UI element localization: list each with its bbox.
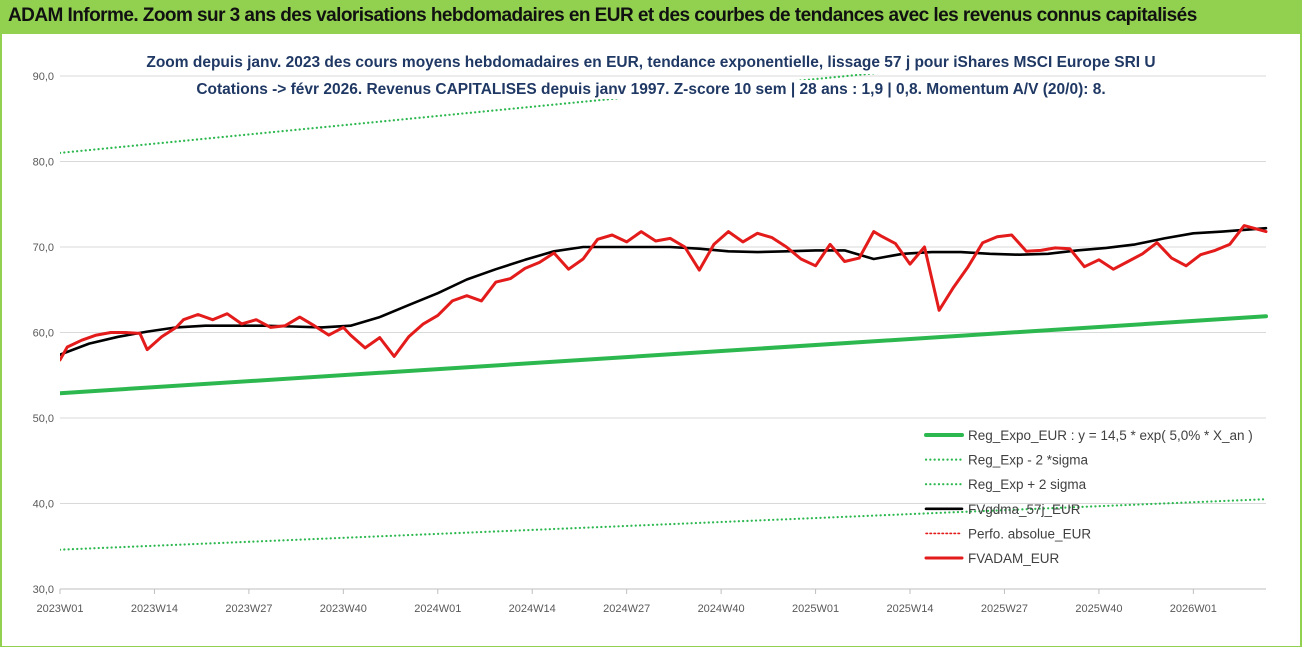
subtitle-background: [192, 80, 1110, 99]
legend-label: Reg_Exp - 2 *sigma: [968, 453, 1089, 468]
y-axis-ticks: 30,0 40,0 50,0 60,0 70,0 80,0 90,0: [33, 71, 54, 596]
x-axis-ticks: 2023W01 2023W14 2023W27 2023W40 2024W01 2024W…: [36, 589, 1217, 615]
legend-label: FVADAM_EUR: [968, 551, 1060, 566]
x-tick-label: 2024W14: [509, 603, 556, 615]
chart-subtitle: Zoom depuis janv. 2023 des cours moyens …: [142, 53, 1160, 99]
legend-item-fvgdma: FVgdma_57j_EUR: [924, 502, 1081, 517]
x-tick-label: 2023W40: [320, 603, 367, 615]
x-tick-label: 2025W14: [886, 603, 933, 615]
y-tick-label: 90,0: [33, 71, 54, 83]
x-tick-label: 2023W14: [131, 603, 178, 615]
x-tick-label: 2025W01: [792, 603, 839, 615]
x-tick-label: 2025W40: [1075, 603, 1122, 615]
series-fvgdma: [60, 226, 1268, 356]
subtitle-background: [142, 53, 1160, 72]
x-tick-label: 2025W27: [981, 603, 1028, 615]
series-layer: [60, 74, 1268, 551]
x-tick-label: 2023W01: [36, 603, 83, 615]
y-tick-label: 80,0: [33, 157, 54, 169]
page-title: ADAM Informe. Zoom sur 3 ans des valoris…: [8, 5, 1197, 26]
x-tick-label: 2024W01: [414, 603, 461, 615]
x-tick-label: 2026W01: [1170, 603, 1217, 615]
legend-item-reg-plus-2sigma: Reg_Exp + 2 sigma: [924, 477, 1087, 492]
y-tick-label: 50,0: [33, 413, 54, 425]
legend-item-reg-minus-2sigma: Reg_Exp - 2 *sigma: [924, 453, 1089, 468]
legend-label: FVgdma_57j_EUR: [968, 502, 1081, 517]
legend: Reg_Expo_EUR : y = 14,5 * exp( 5,0% * X_…: [924, 428, 1253, 566]
legend-item-reg-expo: Reg_Expo_EUR : y = 14,5 * exp( 5,0% * X_…: [924, 428, 1253, 443]
legend-label: Perfo. absolue_EUR: [968, 526, 1091, 541]
x-tick-label: 2024W27: [603, 603, 650, 615]
legend-item-perfo-absolue: Perfo. absolue_EUR: [925, 526, 1091, 541]
header-bar: ADAM Informe. Zoom sur 3 ans des valoris…: [0, 0, 1302, 34]
chart-title: Zoom depuis janv. 2023 des cours moyens …: [146, 54, 1155, 71]
gridlines: [60, 75, 1266, 590]
legend-item-fvadam: FVADAM_EUR: [924, 551, 1060, 566]
legend-label: Reg_Expo_EUR : y = 14,5 * exp( 5,0% * X_…: [968, 428, 1253, 443]
series-fvadam: [60, 224, 1268, 362]
series-reg-expo: [60, 314, 1268, 396]
y-tick-label: 70,0: [33, 242, 54, 254]
chart-subtitle-line: Cotations -> févr 2026. Revenus CAPITALI…: [196, 81, 1105, 98]
y-tick-label: 60,0: [33, 328, 54, 340]
x-tick-label: 2023W27: [225, 603, 272, 615]
x-tick-label: 2024W40: [698, 603, 745, 615]
series-reg-minus-2sigma: [60, 498, 1268, 551]
y-tick-label: 30,0: [33, 584, 54, 596]
y-tick-label: 40,0: [33, 499, 54, 511]
chart-frame: [2, 34, 1300, 646]
legend-label: Reg_Exp + 2 sigma: [968, 477, 1087, 492]
